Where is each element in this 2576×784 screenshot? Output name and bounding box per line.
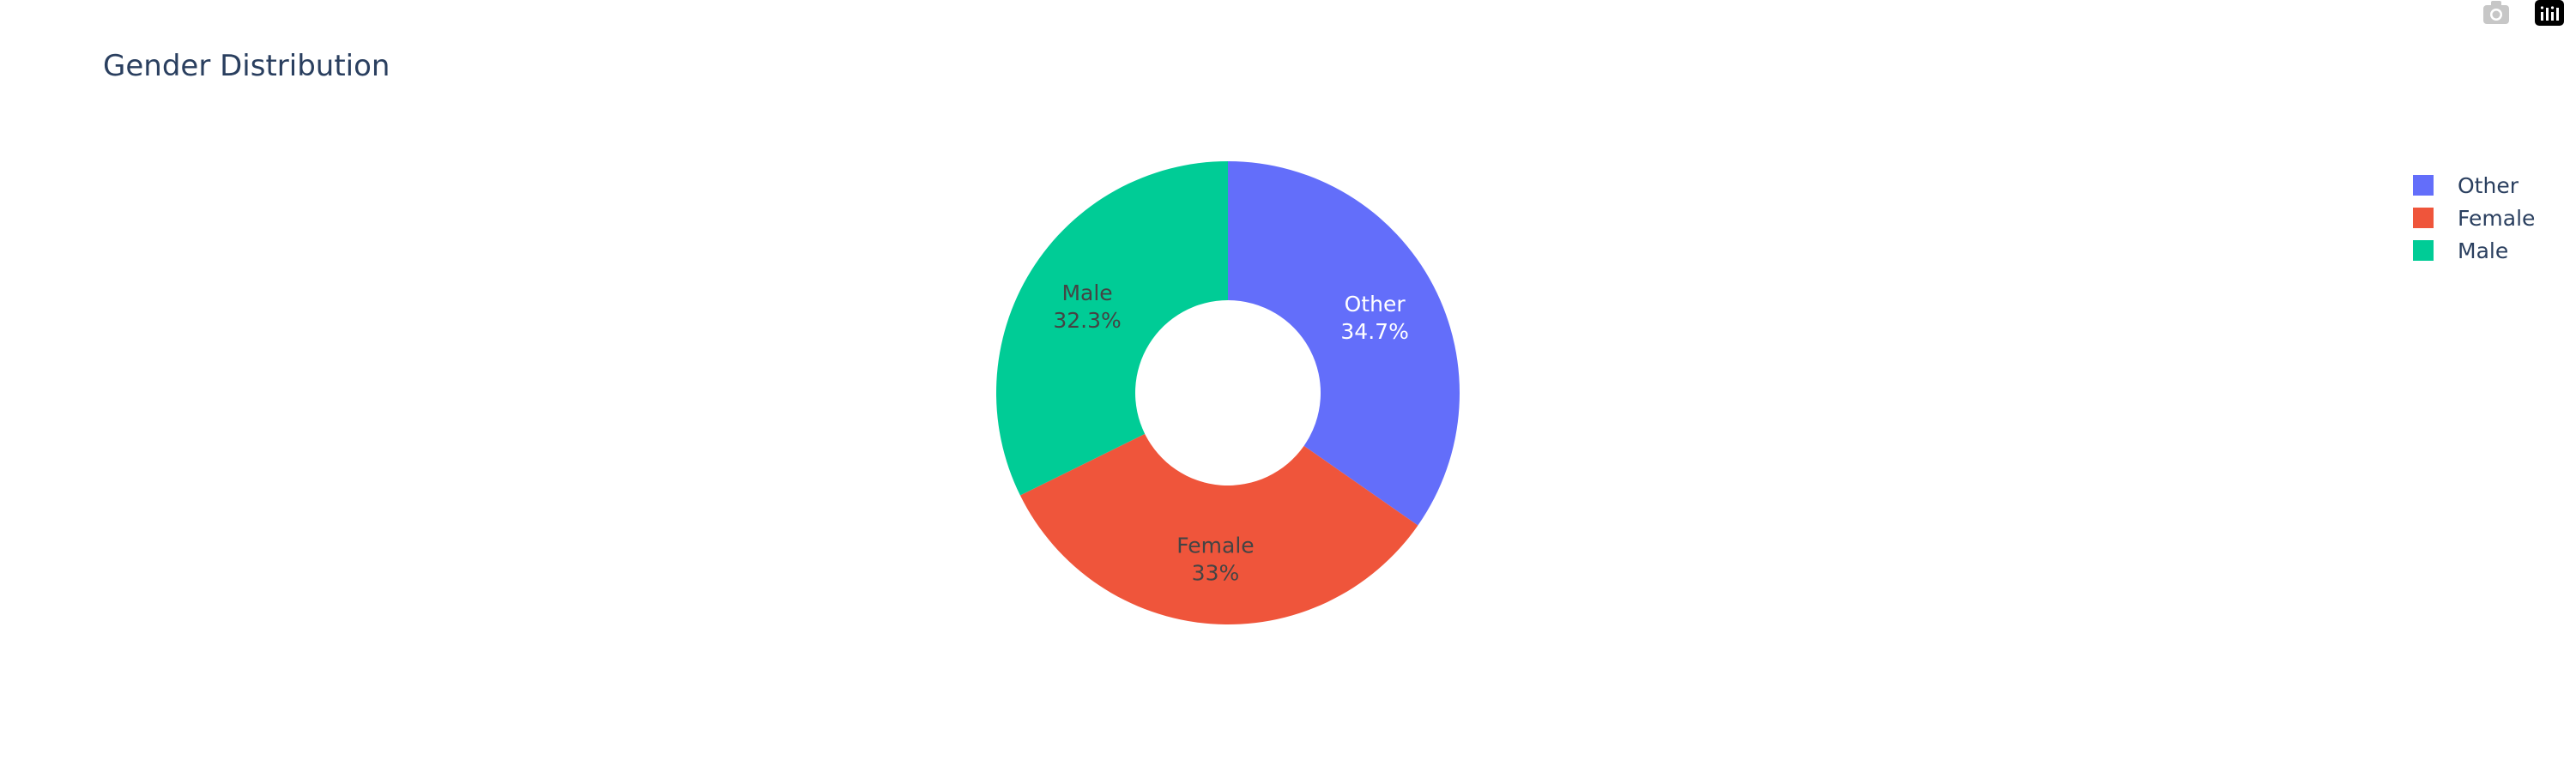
legend-item-male[interactable]: Male bbox=[2413, 238, 2508, 263]
legend-swatch bbox=[2413, 208, 2434, 228]
legend-label: Male bbox=[2458, 238, 2508, 263]
legend-label: Other bbox=[2458, 173, 2519, 198]
plotly-logo-icon[interactable] bbox=[2535, 0, 2564, 26]
pie-slice-male[interactable] bbox=[995, 161, 1228, 496]
camera-icon[interactable] bbox=[2482, 0, 2511, 26]
pie-slice-female[interactable] bbox=[1019, 433, 1418, 625]
legend-item-female[interactable]: Female bbox=[2413, 206, 2535, 231]
legend: Other Female Male bbox=[2413, 173, 2535, 263]
legend-label: Female bbox=[2458, 206, 2535, 231]
legend-swatch bbox=[2413, 240, 2434, 261]
legend-item-other[interactable]: Other bbox=[2413, 173, 2519, 198]
chart-title: Gender Distribution bbox=[103, 49, 390, 83]
slice-label-male: Male 32.3% bbox=[1053, 280, 1121, 333]
pie-slice-other[interactable] bbox=[1228, 160, 1460, 526]
pie-chart: Other 34.7% Female 33% Male 32.3% bbox=[995, 160, 1460, 625]
legend-swatch bbox=[2413, 175, 2434, 196]
slice-label-female: Female 33% bbox=[1176, 533, 1254, 585]
slice-label-other: Other 34.7% bbox=[1340, 292, 1408, 344]
